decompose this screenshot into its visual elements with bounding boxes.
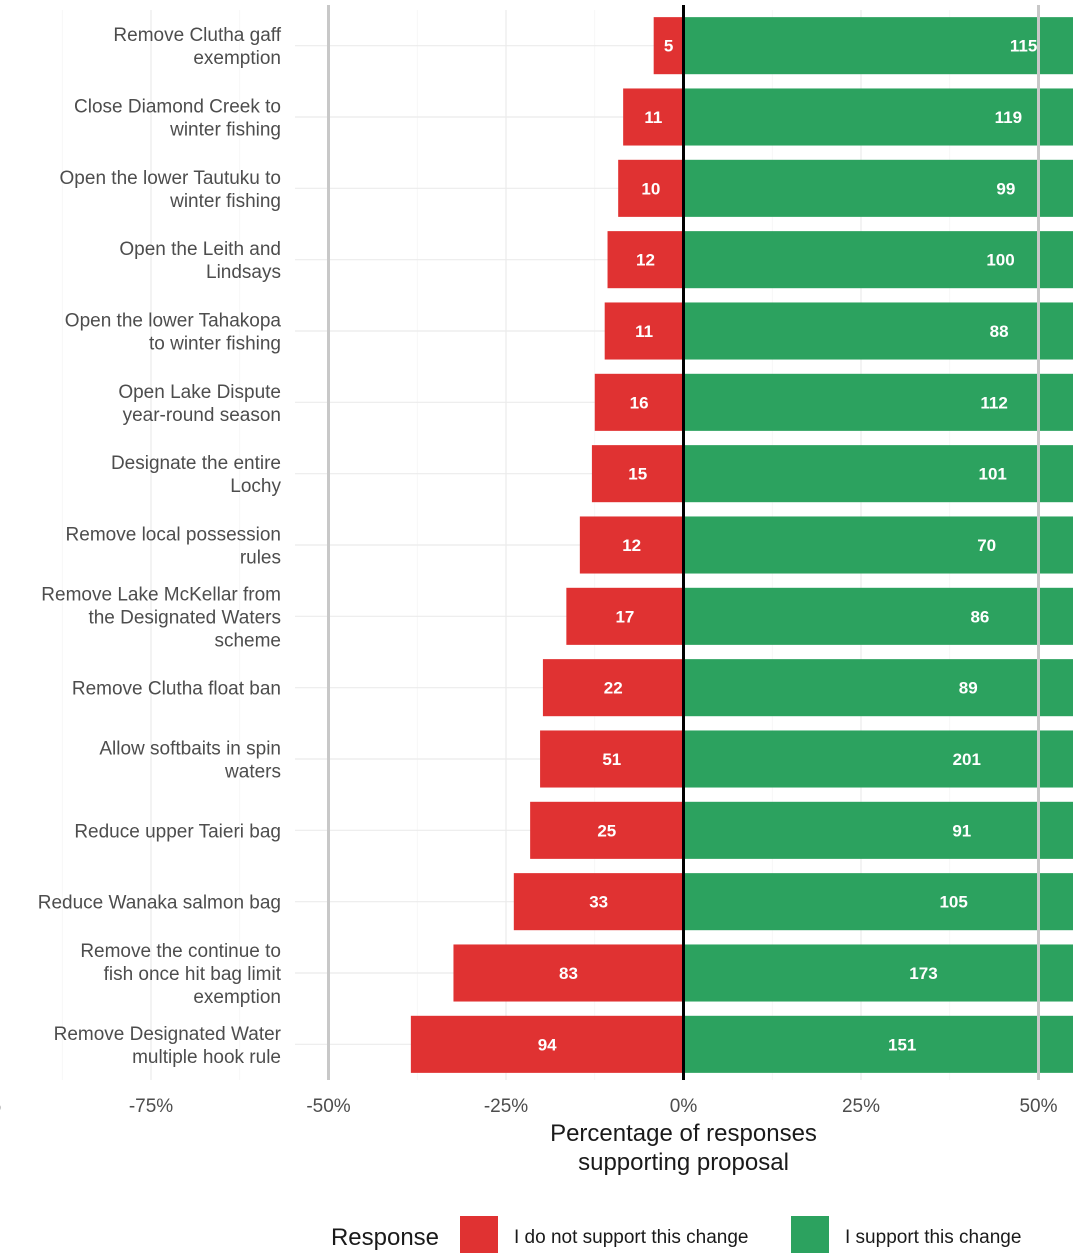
legend-swatch-support	[791, 1216, 829, 1253]
category-label: Designate the entire Lochy	[111, 453, 282, 497]
legend-label-support: I support this change	[845, 1227, 1021, 1248]
bar-support	[683, 659, 1073, 717]
bar-support	[683, 516, 1073, 574]
bar-not-support	[566, 587, 684, 645]
x-tick-label: -75%	[129, 1096, 173, 1117]
category-label: Reduce Wanaka salmon bag	[38, 893, 281, 914]
bar-not-support	[410, 1015, 684, 1073]
count-label-not-support: 15	[628, 465, 647, 484]
legend-title: Response	[331, 1224, 439, 1251]
count-label-support: 115	[1010, 37, 1037, 56]
x-tick-label: -50%	[306, 1096, 350, 1117]
legend: Response I do not support this change I …	[331, 1216, 1021, 1253]
category-label: Open Lake Dispute year-round season	[118, 382, 281, 426]
count-label-not-support: 12	[636, 251, 655, 270]
bar-support	[683, 730, 1073, 788]
category-label: Close Diamond Creek to winter fishing	[74, 97, 281, 141]
bar-not-support	[540, 730, 684, 788]
bar-not-support	[542, 659, 684, 717]
count-label-not-support: 51	[602, 750, 621, 769]
count-label-support: 173	[909, 964, 937, 983]
bar-not-support	[579, 516, 684, 574]
count-label-support: 89	[959, 679, 978, 698]
category-label: Remove local possession rules	[66, 525, 281, 569]
bar-support	[683, 587, 1073, 645]
count-label-not-support: 16	[630, 393, 649, 412]
count-label-support: 70	[977, 536, 996, 555]
bar-not-support	[607, 231, 684, 289]
bar-not-support	[530, 801, 684, 859]
category-label: Remove Lake McKellar from the Designated …	[41, 584, 281, 651]
x-axis-title: Percentage of responses supporting propos…	[550, 1120, 817, 1176]
count-label-support: 112	[980, 393, 1007, 412]
count-label-not-support: 33	[589, 893, 608, 912]
bar-support	[683, 88, 1073, 146]
bar-support	[683, 944, 1073, 1002]
category-label: Remove the continue to fish once hit bag …	[80, 941, 281, 1008]
category-label: Open the Leith and Lindsays	[119, 239, 281, 283]
count-label-support: 91	[952, 821, 971, 840]
category-label: Open the lower Tahakopa to winter fishing	[65, 311, 282, 355]
count-label-support: 88	[990, 322, 1009, 341]
count-label-not-support: 5	[664, 37, 673, 56]
x-tick-label: 0%	[670, 1096, 698, 1117]
count-label-not-support: 11	[644, 108, 662, 127]
bar-not-support	[513, 873, 684, 931]
category-label: Remove Clutha gaff exemption	[113, 25, 281, 69]
bar-not-support	[453, 944, 684, 1002]
bar-support	[683, 159, 1073, 217]
bar-support	[683, 302, 1073, 360]
count-label-support: 86	[970, 607, 989, 626]
category-labels: Remove Clutha gaff exemption Close Diamond…	[38, 25, 282, 1068]
count-label-support: 99	[996, 179, 1015, 198]
bar-support	[683, 17, 1073, 75]
count-label-not-support: 25	[597, 821, 616, 840]
bar-support	[683, 445, 1073, 503]
category-label: Allow softbaits in spin waters	[99, 739, 281, 783]
category-label: Remove Designated Water multiple hook rul…	[54, 1024, 282, 1068]
count-label-support: 119	[995, 108, 1022, 127]
bar-support	[683, 373, 1073, 431]
count-label-support: 101	[979, 465, 1007, 484]
bar-not-support	[591, 445, 684, 503]
x-tick-label: 25%	[842, 1096, 880, 1117]
bar-support	[683, 873, 1073, 931]
bar-support	[683, 801, 1073, 859]
count-label-not-support: 94	[538, 1035, 557, 1054]
bar-not-support	[594, 373, 684, 431]
bars	[410, 17, 1073, 1073]
x-tick-label: -100%	[0, 1096, 1, 1117]
x-tick-label: 50%	[1019, 1096, 1057, 1117]
bar-not-support	[618, 159, 684, 217]
category-label: Reduce upper Taieri bag	[74, 821, 281, 842]
count-label-not-support: 12	[622, 536, 641, 555]
count-label-support: 105	[939, 893, 967, 912]
count-label-not-support: 11	[635, 322, 653, 341]
bar-not-support	[623, 88, 684, 146]
bar-support	[683, 1015, 1073, 1073]
bar-support	[683, 231, 1073, 289]
count-label-support: 100	[986, 251, 1014, 270]
legend-label-no-support: I do not support this change	[514, 1227, 749, 1248]
count-label-not-support: 10	[641, 179, 660, 198]
bar-not-support	[653, 17, 684, 75]
count-label-not-support: 22	[604, 679, 623, 698]
count-label-not-support: 83	[559, 964, 578, 983]
x-tick-label: -25%	[484, 1096, 528, 1117]
bar-not-support	[604, 302, 684, 360]
count-label-support: 151	[888, 1035, 916, 1054]
category-label: Remove Clutha float ban	[72, 679, 281, 700]
x-tick-labels: -100%-75%-50%-25%0%25%50%75%100%	[0, 1096, 1058, 1117]
bar-count-labels: 5 11 10 12 11 16 15 12 17 22 51 25 33 83 94 115 119 99 100…	[327, 5, 1040, 1080]
legend-swatch-no-support	[460, 1216, 498, 1253]
category-label: Open the lower Tautuku to winter fishing	[60, 168, 281, 212]
count-label-support: 201	[953, 750, 981, 769]
count-label-not-support: 17	[615, 607, 634, 626]
